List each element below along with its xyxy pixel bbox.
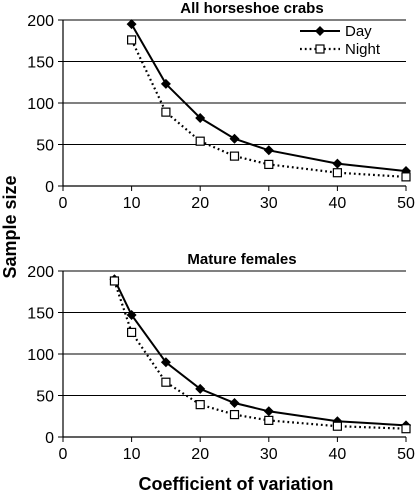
x-tick-label: 20 xyxy=(191,446,209,463)
x-axis-label: Coefficient of variation xyxy=(138,474,333,494)
legend: Day Night xyxy=(300,23,381,58)
data-point-night xyxy=(126,327,137,338)
y-tick-label: 150 xyxy=(27,55,54,72)
data-point-night xyxy=(161,377,171,387)
data-point-day xyxy=(229,397,240,408)
data-point-day xyxy=(126,309,137,320)
legend-day-marker xyxy=(315,26,325,36)
series-line-night xyxy=(130,39,407,178)
data-point-day xyxy=(195,383,206,394)
y-tick-label: 200 xyxy=(27,13,54,30)
panel-title: All horseshoe crabs xyxy=(180,0,323,17)
data-point-night xyxy=(229,409,240,420)
x-tick-label: 10 xyxy=(123,446,141,463)
y-tick-label: 150 xyxy=(27,306,54,323)
x-tick-label: 30 xyxy=(260,195,278,212)
x-tick-label: 40 xyxy=(329,446,347,463)
y-tick-label: 0 xyxy=(45,179,54,196)
legend-day-label: Day xyxy=(345,23,372,40)
panel-all-horseshoe-crabs: All horseshoe crabs 0 50 100 150 200 0 10 20 30 4… xyxy=(27,0,415,212)
gridlines xyxy=(63,270,406,396)
gridlines xyxy=(63,19,406,145)
x-tick-label: 40 xyxy=(329,195,347,212)
data-point-night xyxy=(161,107,171,117)
y-tick-label: 100 xyxy=(27,347,54,364)
data-point-day xyxy=(160,357,171,368)
x-tick-label: 30 xyxy=(260,446,278,463)
data-point-night xyxy=(401,424,411,434)
y-tick-label: 50 xyxy=(36,389,54,406)
series-group xyxy=(126,19,411,182)
x-tick-label: 50 xyxy=(397,195,415,212)
legend-night-marker xyxy=(315,44,325,54)
data-point-day xyxy=(126,19,137,30)
y-tick-label: 100 xyxy=(27,96,54,113)
data-point-night xyxy=(195,136,205,146)
y-tick-label: 200 xyxy=(27,264,54,281)
axes: 0 50 100 150 200 0 10 20 30 40 50 xyxy=(27,13,415,212)
data-point-night xyxy=(126,35,137,45)
data-point-night xyxy=(264,415,274,425)
panel-title: Mature females xyxy=(187,251,296,268)
data-point-night xyxy=(332,168,342,178)
series-line-night xyxy=(113,280,407,430)
panel-mature-females: Mature females 0 50 100 150 200 0 10 20 30 40 50 xyxy=(27,251,415,463)
x-tick-label: 0 xyxy=(59,446,68,463)
x-tick-label: 0 xyxy=(59,195,68,212)
data-point-night xyxy=(109,276,120,286)
data-point-night xyxy=(332,421,342,431)
x-tick-label: 10 xyxy=(123,195,141,212)
data-point-night xyxy=(195,400,205,410)
data-point-night xyxy=(264,159,274,170)
data-point-day xyxy=(195,112,206,123)
series-group xyxy=(109,274,411,434)
data-point-day xyxy=(160,78,171,89)
data-point-night xyxy=(229,151,240,161)
data-point-day xyxy=(263,145,274,156)
data-point-day xyxy=(229,133,240,144)
data-point-day xyxy=(332,158,343,169)
data-point-night xyxy=(401,172,411,182)
y-tick-label: 0 xyxy=(45,430,54,447)
legend-night-label: Night xyxy=(345,41,381,58)
x-tick-label: 50 xyxy=(397,446,415,463)
y-tick-label: 50 xyxy=(36,138,54,155)
x-tick-label: 20 xyxy=(191,195,209,212)
axes: 0 50 100 150 200 0 10 20 30 40 50 xyxy=(27,264,415,463)
data-point-day xyxy=(263,406,274,417)
y-axis-label: Sample size xyxy=(0,175,20,278)
series-line-day xyxy=(113,278,407,427)
